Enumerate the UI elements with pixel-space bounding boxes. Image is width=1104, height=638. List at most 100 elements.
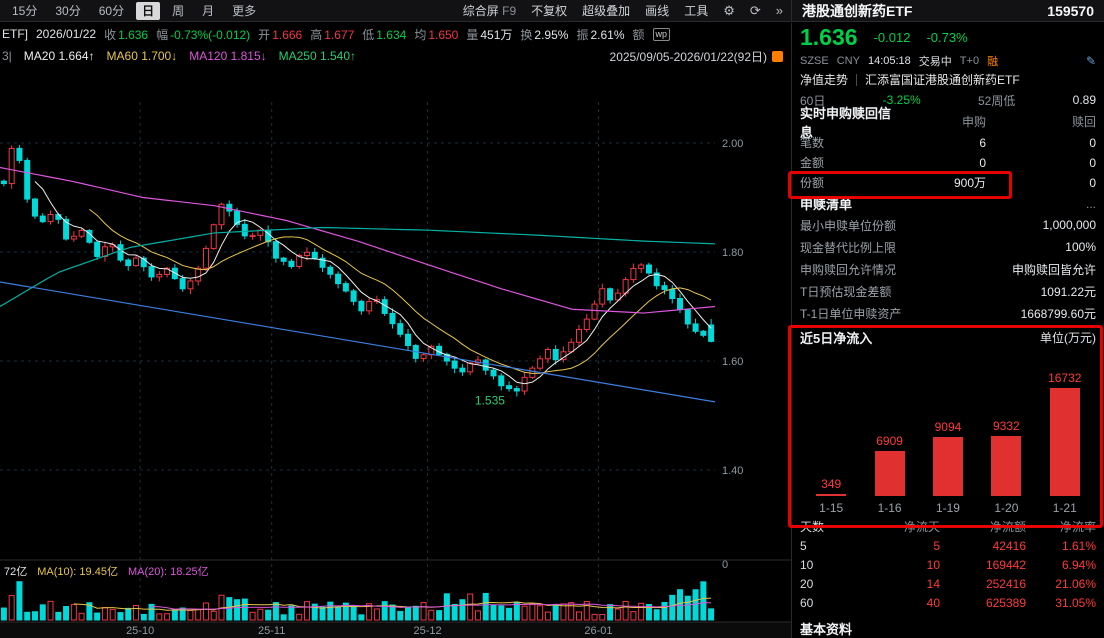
period-tab-30分[interactable]: 30分 bbox=[55, 3, 81, 18]
subscribe-header: 实时申购赎回信息 申购 赎回 bbox=[800, 106, 1096, 140]
subscribe-buy-value: 900万 bbox=[953, 176, 986, 191]
grid-lines bbox=[0, 102, 715, 620]
candle-body bbox=[0, 180, 7, 185]
candle-body bbox=[164, 267, 171, 275]
footer-section-title: 基本资料 bbox=[800, 622, 853, 637]
market-info-row: SZSE CNY 14:05:18 交易中 T+0 融 ✎ bbox=[800, 52, 1096, 70]
redemption-row: 现金替代比例上限 100% bbox=[800, 236, 1096, 258]
toolbar-item-超级叠加[interactable]: 超级叠加 bbox=[582, 4, 631, 18]
flow-net-rate: 1.61% bbox=[1061, 538, 1096, 553]
volume-bar bbox=[708, 608, 715, 621]
volume-bar bbox=[498, 605, 505, 621]
quote-label: 开 bbox=[258, 27, 271, 42]
candle-body bbox=[513, 388, 520, 392]
volume-bar bbox=[692, 589, 699, 621]
inflow-bar-value: 6909 bbox=[876, 434, 903, 448]
volume-bar bbox=[31, 611, 38, 621]
wp-badge[interactable]: wp bbox=[652, 27, 671, 41]
volume-bar bbox=[8, 595, 15, 621]
candle-body bbox=[568, 341, 575, 353]
range-marker-icon[interactable] bbox=[772, 50, 783, 62]
quote-items: 收 1.636 幅 -0.73%(-0.012) 开 1.666 高 1.677 低 1.634 均… bbox=[104, 26, 644, 43]
more-button[interactable]: ... bbox=[1085, 196, 1096, 211]
quote-date: 2026/01/22 bbox=[36, 27, 97, 41]
volume-bar bbox=[459, 599, 466, 621]
flow-days: 20 bbox=[800, 576, 814, 591]
toolbar-item-画线[interactable]: 画线 bbox=[645, 4, 670, 18]
candle-body bbox=[133, 257, 140, 267]
inflow-header: 近5日净流入 单位(万元) bbox=[800, 324, 1096, 349]
redemption-row-label: T日预估现金差额 bbox=[800, 284, 892, 299]
candle-body bbox=[653, 272, 660, 287]
candle-body bbox=[506, 385, 513, 390]
volume-bar bbox=[614, 608, 621, 621]
fund-name-link[interactable]: 汇添富国证港股通创新药ETF bbox=[865, 73, 1020, 88]
candle-body bbox=[187, 280, 194, 290]
toolbar-item-工具[interactable]: 工具 bbox=[684, 4, 709, 18]
candle-body bbox=[319, 257, 326, 268]
volume-bar bbox=[599, 613, 606, 621]
flow-net-days: 14 bbox=[926, 576, 940, 591]
candle-body bbox=[148, 266, 155, 278]
period-tabs: 15分 30分 60分日周 月 更多 bbox=[6, 1, 262, 20]
volume-bar bbox=[296, 613, 303, 621]
ma-legend-items: MA20 1.664↑ MA60 1.700↓ MA120 1.815↓ MA250 … bbox=[24, 49, 356, 63]
volume-bar bbox=[39, 604, 46, 621]
period-tab-月[interactable]: 月 bbox=[202, 3, 215, 18]
volume-bar bbox=[366, 603, 373, 621]
redemption-title: 申赎清单 bbox=[800, 197, 853, 213]
flow-header-净流天: 净流天 bbox=[903, 519, 940, 534]
volume-bar bbox=[171, 609, 178, 621]
candle-body bbox=[335, 273, 342, 285]
quote-value: -0.73%(-0.012) bbox=[170, 27, 251, 42]
volume-bar bbox=[397, 610, 404, 621]
period-tab-15分[interactable]: 15分 bbox=[12, 3, 38, 18]
toolbar-item-不复权[interactable]: 不复权 bbox=[531, 4, 568, 18]
subscribe-sell-value: 0 bbox=[1089, 135, 1096, 150]
candle-body bbox=[645, 264, 652, 274]
quote-field-收: 收 1.636 bbox=[104, 26, 148, 43]
volume-bar bbox=[257, 608, 264, 621]
candle-body bbox=[451, 360, 458, 369]
tab-nav-trend[interactable]: 净值走势 bbox=[800, 73, 849, 88]
collapse-icon[interactable]: » bbox=[775, 3, 783, 18]
redemption-row-value: 1668799.60元 bbox=[1020, 306, 1096, 321]
candle-body bbox=[280, 257, 287, 262]
candle-body bbox=[249, 234, 256, 238]
quote-value: 1.650 bbox=[428, 27, 459, 42]
date-range-group: 2025/09/05-2026/01/22(92日) bbox=[610, 48, 791, 65]
quote-label: 高 bbox=[310, 27, 323, 42]
candlesticks bbox=[0, 145, 715, 397]
candlestick-chart[interactable]: 2.00 1.80 1.60 1.40 0 25-10 25-11 25-12 26-01 1.5… bbox=[0, 66, 791, 638]
candle-body bbox=[70, 235, 77, 240]
x-axis-strip bbox=[0, 622, 791, 638]
period-tab-周[interactable]: 周 bbox=[172, 3, 185, 18]
quote-field-额: 额 bbox=[633, 26, 645, 43]
x-axis-label: 26-01 bbox=[584, 625, 612, 637]
candle-body bbox=[94, 241, 101, 257]
composite-screen-button[interactable]: 综合屏 F9 bbox=[463, 2, 516, 19]
period-tab-日[interactable]: 日 bbox=[136, 1, 161, 20]
candle-body bbox=[195, 267, 202, 282]
volume-bar bbox=[661, 601, 668, 621]
stock-name: 港股通创新药ETF bbox=[802, 2, 913, 19]
refresh-icon[interactable]: ⟳ bbox=[749, 2, 761, 18]
period-tab-更多[interactable]: 更多 bbox=[232, 3, 257, 18]
quote-bar: ETF] 2026/01/22 收 1.636 幅 -0.73%(-0.012) 开 1.… bbox=[0, 22, 791, 46]
volume-bar bbox=[521, 605, 528, 621]
period-tab-60分[interactable]: 60分 bbox=[98, 3, 125, 18]
flow-table: 天数 净流天 净流额 净流率 5 5 42416 1.61% 10 10 169442 6.94% 20… bbox=[800, 516, 1096, 612]
gear-icon[interactable]: ⚙ bbox=[723, 2, 735, 18]
redemption-row-label: T-1日单位申赎资产 bbox=[800, 306, 902, 321]
redemption-row-value: 1,000,000 bbox=[1042, 218, 1096, 233]
edit-pencil-icon[interactable]: ✎ bbox=[1085, 54, 1096, 69]
candle-body bbox=[669, 289, 676, 300]
volume-bar bbox=[288, 605, 295, 621]
volume-ma20 bbox=[151, 602, 712, 610]
candle-body bbox=[708, 324, 715, 342]
y-axis-label: 1.40 bbox=[722, 465, 743, 477]
candle-body bbox=[630, 267, 637, 281]
candle-body bbox=[31, 198, 38, 217]
price-row: 1.636 -0.012 -0.73% bbox=[800, 23, 1096, 52]
